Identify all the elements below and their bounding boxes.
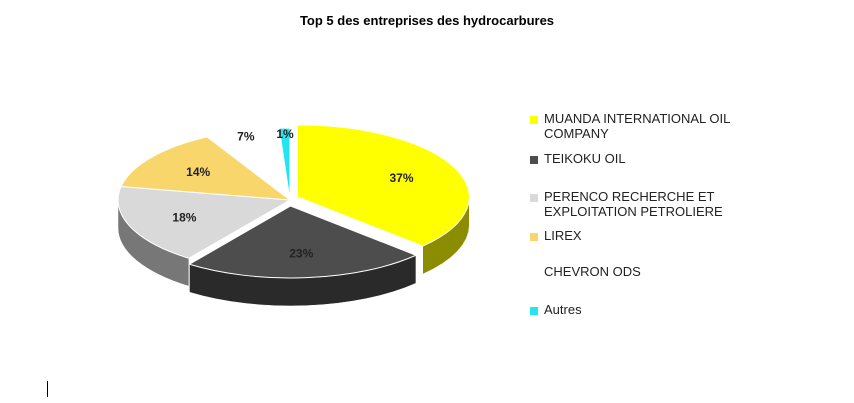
slice-perenco: [117, 185, 292, 259]
legend-item-perenco: PERENCO RECHERCHE ET EXPLOITATION PETROL…: [530, 189, 790, 219]
legend-swatch-lirex: [530, 233, 538, 241]
legend-swatch-teikoku: [530, 156, 538, 164]
slice-label-perenco: 18%: [172, 210, 196, 224]
slice-autres: [278, 127, 291, 201]
slice-label-autres: 1%: [276, 127, 294, 141]
legend-label-autres: Autres: [544, 302, 582, 317]
slice-label-chevron: 7%: [237, 129, 255, 143]
legend-swatch-perenco: [530, 194, 538, 202]
legend-swatch-chevron: [530, 269, 538, 277]
slice-label-teikoku: 23%: [289, 246, 313, 260]
slice-label-muanda: 37%: [390, 171, 414, 185]
legend-label-lirex: LIREX: [544, 228, 582, 243]
legend-item-chevron: CHEVRON ODS: [530, 264, 790, 279]
legend-swatch-muanda: [530, 116, 538, 124]
slice-label-lirex: 14%: [186, 165, 210, 179]
text-cursor: [47, 381, 48, 397]
slice-muanda: [296, 124, 470, 247]
legend-label-chevron: CHEVRON ODS: [544, 264, 641, 279]
slice-teikoku: [188, 205, 418, 279]
legend-label-perenco: PERENCO RECHERCHE ET EXPLOITATION PETROL…: [544, 189, 723, 219]
chart-title: Top 5 des entreprises des hydrocarbures: [299, 13, 555, 28]
legend-item-autres: Autres: [530, 302, 790, 317]
slice-lirex: [120, 136, 292, 201]
legend-label-teikoku: TEIKOKU OIL: [544, 151, 626, 166]
legend-item-lirex: LIREX: [530, 228, 790, 243]
legend-item-muanda: MUANDA INTERNATIONAL OIL COMPANY: [530, 111, 790, 141]
legend-label-muanda: MUANDA INTERNATIONAL OIL COMPANY: [544, 111, 730, 141]
legend-item-teikoku: TEIKOKU OIL: [530, 151, 790, 166]
legend-swatch-autres: [530, 307, 538, 315]
